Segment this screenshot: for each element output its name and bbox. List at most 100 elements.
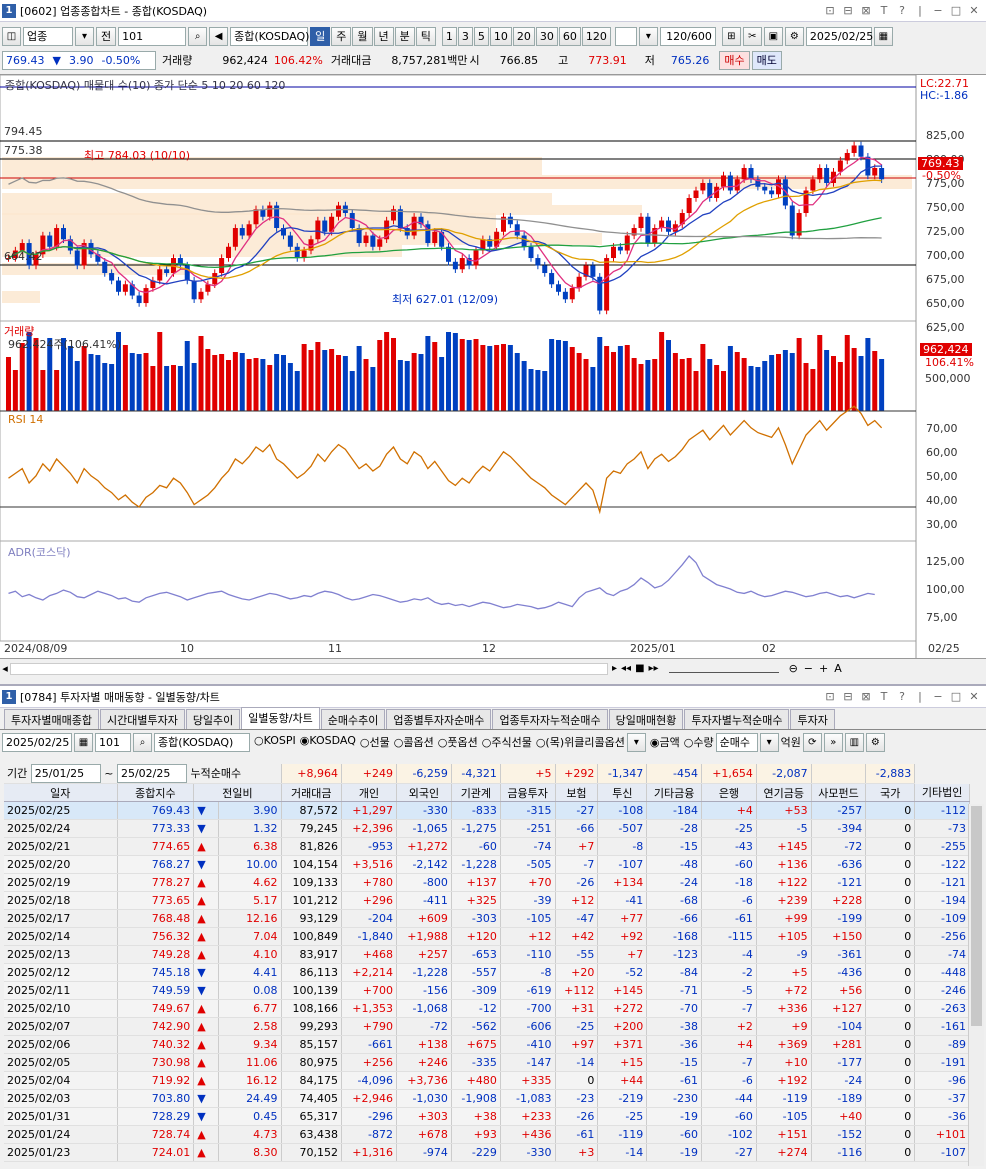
unit-radio[interactable]: ◉금액 [649, 736, 680, 749]
column-header[interactable]: 보험 [555, 783, 599, 802]
search-icon[interactable]: ⌕ [188, 26, 208, 46]
investor-tab[interactable]: 투자자별매매종합 [4, 709, 99, 729]
table-row[interactable]: 2025/02/04 719.92 ▲ 16.12 84,175 -4,096 +3,736… [4, 1071, 970, 1090]
date-input[interactable]: 2025/02/25 [805, 26, 873, 46]
zoom-out-icon[interactable]: − [803, 662, 814, 675]
indicator-icon[interactable]: ⊞ [721, 26, 741, 46]
play-right-icon[interactable]: ▸ [612, 663, 618, 674]
minute-button[interactable]: 1 [441, 26, 457, 46]
chart-scrollbar[interactable]: ◂ ▸ ◂◂ ■ ▸▸ ⊖ − + A [0, 658, 986, 678]
column-header[interactable]: 외국인 [396, 783, 452, 802]
column-header[interactable]: 사모펀드 [811, 783, 867, 802]
table-row[interactable]: 2025/01/23 724.01 ▲ 8.30 70,152 +1,316 -974 -22… [4, 1143, 970, 1162]
sell-button[interactable]: 매도 [751, 50, 782, 70]
market-radio[interactable]: ○콜옵션 [393, 736, 434, 749]
investor-tab[interactable]: 업종별투자자순매수 [386, 709, 492, 729]
column-header[interactable]: 기타금융 [646, 783, 702, 802]
search-icon[interactable]: ⌕ [133, 732, 152, 752]
table-row[interactable]: 2025/02/03 703.80 ▼ 24.49 74,405 +2,946 -1,030… [4, 1089, 970, 1108]
font-icon[interactable]: A [834, 662, 842, 675]
table-row[interactable]: 2025/02/17 768.48 ▲ 12.16 93,129 -204 +609 -303… [4, 909, 970, 928]
table-row[interactable]: 2025/02/12 745.18 ▼ 4.41 86,113 +2,214 -1,228-… [4, 963, 970, 982]
calendar-icon[interactable]: ▦ [873, 26, 893, 46]
table-row[interactable]: 2025/02/06 740.32 ▲ 9.34 85,157 -661 +138 +675-… [4, 1035, 970, 1054]
chart-canvas[interactable]: 종합(KOSDAQ) 매물대 수(10) 종가 단순 5 10 20 60 12… [0, 74, 986, 659]
table-row[interactable]: 2025/02/10 749.67 ▲ 6.77 108,166 +1,353 -1,068… [4, 999, 970, 1018]
investor-tab[interactable]: 시간대별투자자 [99, 709, 185, 729]
table-row[interactable]: 2025/02/11 749.59 ▼ 0.08 100,139 +700 -156 -309… [4, 981, 970, 1000]
chart-icon[interactable]: ▥ [844, 732, 864, 752]
table-row[interactable]: 2025/02/21 774.65 ▲ 6.38 81,826 -953 +1,272 -60… [4, 837, 970, 856]
close-icon[interactable]: ✕ [969, 690, 979, 703]
minute-button[interactable]: 10 [489, 26, 512, 46]
column-header[interactable]: 국가 [865, 783, 916, 802]
zoom-in-icon[interactable]: + [819, 662, 829, 675]
column-header[interactable]: 일자 [4, 783, 118, 802]
period-button[interactable]: 일 [310, 26, 331, 46]
save-icon[interactable]: ⊟ [843, 4, 853, 17]
column-header[interactable]: 기관계 [451, 783, 501, 802]
interval-input[interactable] [614, 26, 637, 46]
minute-button[interactable]: 5 [473, 26, 489, 46]
disk-icon[interactable]: ▣ [763, 26, 783, 46]
minimize-icon[interactable]: − [933, 4, 943, 17]
table-row[interactable]: 2025/02/13 749.28 ▲ 4.10 83,917 +468 +257 -653-… [4, 945, 970, 964]
scroll-thumb[interactable] [971, 806, 982, 1026]
period-button[interactable]: 월 [352, 26, 373, 46]
forward-icon[interactable]: ▸▸ [648, 663, 659, 674]
period-button[interactable]: 주 [331, 26, 352, 46]
column-header[interactable]: 금융투자 [500, 783, 556, 802]
investor-tab[interactable]: 업종투자자누적순매수 [492, 709, 608, 729]
table-row[interactable]: 2025/01/24 728.74 ▲ 4.73 63,438 -872 +678 +93 +4… [4, 1125, 970, 1144]
pin-icon[interactable]: ⊠ [861, 690, 871, 703]
market-radio[interactable]: ○풋옵션 [437, 736, 478, 749]
tool-icon[interactable]: ✂ [742, 26, 762, 46]
gear-icon[interactable]: ⚙ [784, 26, 804, 46]
calendar-icon[interactable]: ▦ [74, 732, 93, 752]
investor-tab[interactable]: 일별동향/차트 [241, 707, 320, 729]
link-icon[interactable]: ⊡ [825, 690, 835, 703]
table-row[interactable]: 2025/02/19 778.27 ▲ 4.62 109,133 +780 -800 +137… [4, 873, 970, 892]
table-row[interactable]: 2025/02/14 756.32 ▲ 7.04 100,849 -1,840 +1,988… [4, 927, 970, 946]
column-header[interactable]: 전일비 [193, 783, 282, 802]
rewind-icon[interactable]: ◂◂ [621, 663, 632, 674]
investor-tab[interactable]: 투자자 [790, 709, 835, 729]
count-input[interactable]: 120/600 [659, 26, 716, 46]
table-row[interactable]: 2025/02/05 730.98 ▲ 11.06 80,975 +256 +246 -335… [4, 1053, 970, 1072]
text-icon[interactable]: T [880, 690, 888, 703]
period-from[interactable]: 25/01/25 [30, 764, 101, 783]
refresh-icon[interactable]: ⟳ [802, 732, 822, 752]
investor-tab[interactable]: 투자자별누적순매수 [684, 709, 790, 729]
table-row[interactable]: 2025/02/07 742.90 ▲ 2.58 99,293 +790 -72 -562 -6… [4, 1017, 970, 1036]
code-input[interactable]: 101 [118, 26, 187, 46]
text-icon[interactable]: T [880, 4, 888, 17]
minute-button[interactable]: 30 [535, 26, 558, 46]
maximize-icon[interactable]: □ [950, 4, 962, 17]
close-icon[interactable]: ✕ [969, 4, 979, 17]
investor-tab[interactable]: 순매수추이 [320, 709, 386, 729]
scroll-left-icon[interactable]: ◂ [2, 662, 8, 675]
mode-select[interactable]: 순매수 [715, 732, 758, 752]
period-button[interactable]: 년 [373, 26, 394, 46]
market-radio[interactable]: ◉KOSDAQ [299, 734, 356, 747]
maximize-icon[interactable]: □ [950, 690, 962, 703]
minute-button[interactable]: 120 [581, 26, 611, 46]
column-header[interactable]: 투신 [597, 783, 648, 802]
buy-button[interactable]: 매수 [719, 50, 750, 70]
help-icon[interactable]: ? [899, 4, 905, 17]
table-row[interactable]: 2025/02/20 768.27 ▼ 10.00 104,154 +3,516 -2,14… [4, 855, 970, 874]
date-input[interactable]: 2025/02/25 [2, 732, 72, 752]
chevron-down-icon[interactable]: ▾ [626, 732, 646, 752]
period-button[interactable]: 틱 [415, 26, 436, 46]
minute-button[interactable]: 20 [512, 26, 535, 46]
period-button[interactable]: 분 [394, 26, 415, 46]
table-row[interactable]: 2025/01/31 728.29 ▼ 0.45 65,317 -296 +303 +38 +2… [4, 1107, 970, 1126]
chevron-down-icon[interactable]: ▾ [75, 26, 94, 46]
market-radio[interactable]: ○선물 [359, 736, 390, 749]
all-button[interactable]: 전 [96, 26, 117, 46]
table-row[interactable]: 2025/02/18 773.65 ▲ 5.17 101,212 +296 -411 +325… [4, 891, 970, 910]
next-icon[interactable]: » [823, 732, 843, 752]
column-header[interactable]: 은행 [701, 783, 757, 802]
period-to[interactable]: 25/02/25 [116, 764, 187, 783]
chart-menu-icon[interactable]: ◫ [2, 26, 21, 46]
